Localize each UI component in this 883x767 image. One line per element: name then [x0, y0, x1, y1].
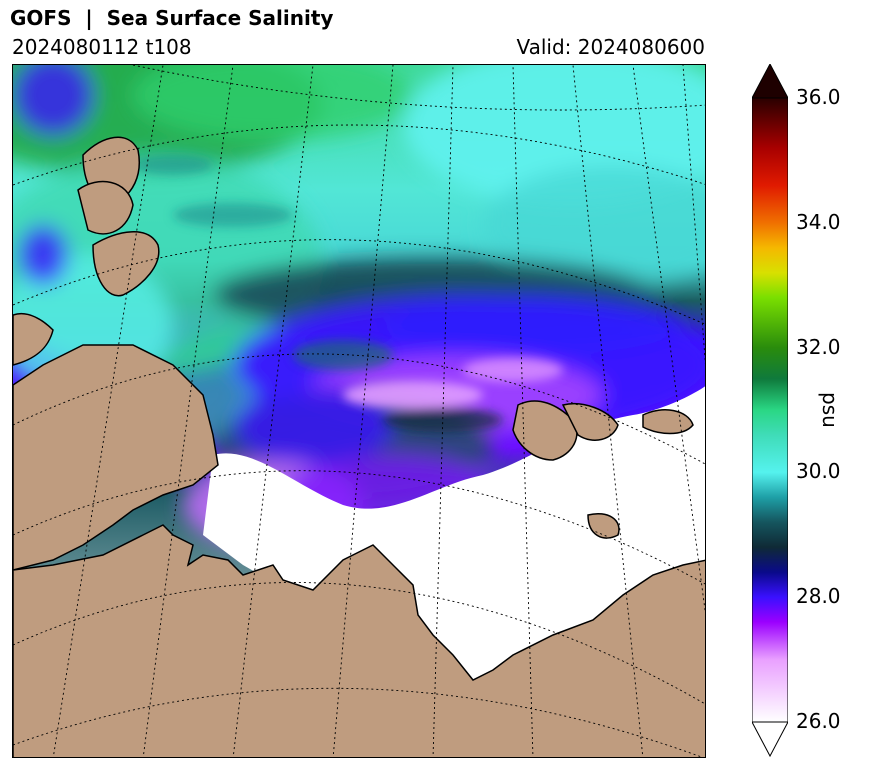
salinity-map: [12, 64, 706, 758]
model-run-label: 2024080112 t108: [12, 35, 192, 59]
land-svalbard-2: [77, 180, 134, 235]
land-novaya-zemlya: [13, 313, 54, 366]
colorbar-tick-label: 32.0: [796, 334, 841, 359]
land-east-siberia: [13, 524, 705, 757]
colorbar-over-arrow: [752, 64, 788, 99]
colorbar-under-arrow: [752, 721, 788, 758]
land-new-siberian-island-1: [561, 403, 619, 441]
colorbar-tick-label: 36.0: [796, 85, 841, 109]
colorbar-tick-label: 26.0: [796, 709, 841, 733]
land-new-siberian-island-2: [642, 409, 694, 435]
graticule: [13, 65, 705, 757]
valid-time-label: Valid: 2024080600: [516, 35, 705, 59]
colorbar-unit-label: psu: [818, 392, 842, 428]
colorbar-tick-label: 30.0: [796, 459, 841, 484]
colorbar-scale: [752, 97, 788, 723]
chart-title: GOFS | Sea Surface Salinity: [10, 6, 334, 30]
colorbar-tick-label: 34.0: [796, 209, 841, 234]
colorbar: [752, 64, 788, 758]
colorbar-tick-label: 28.0: [796, 584, 841, 609]
land-franz-josef: [92, 231, 160, 297]
